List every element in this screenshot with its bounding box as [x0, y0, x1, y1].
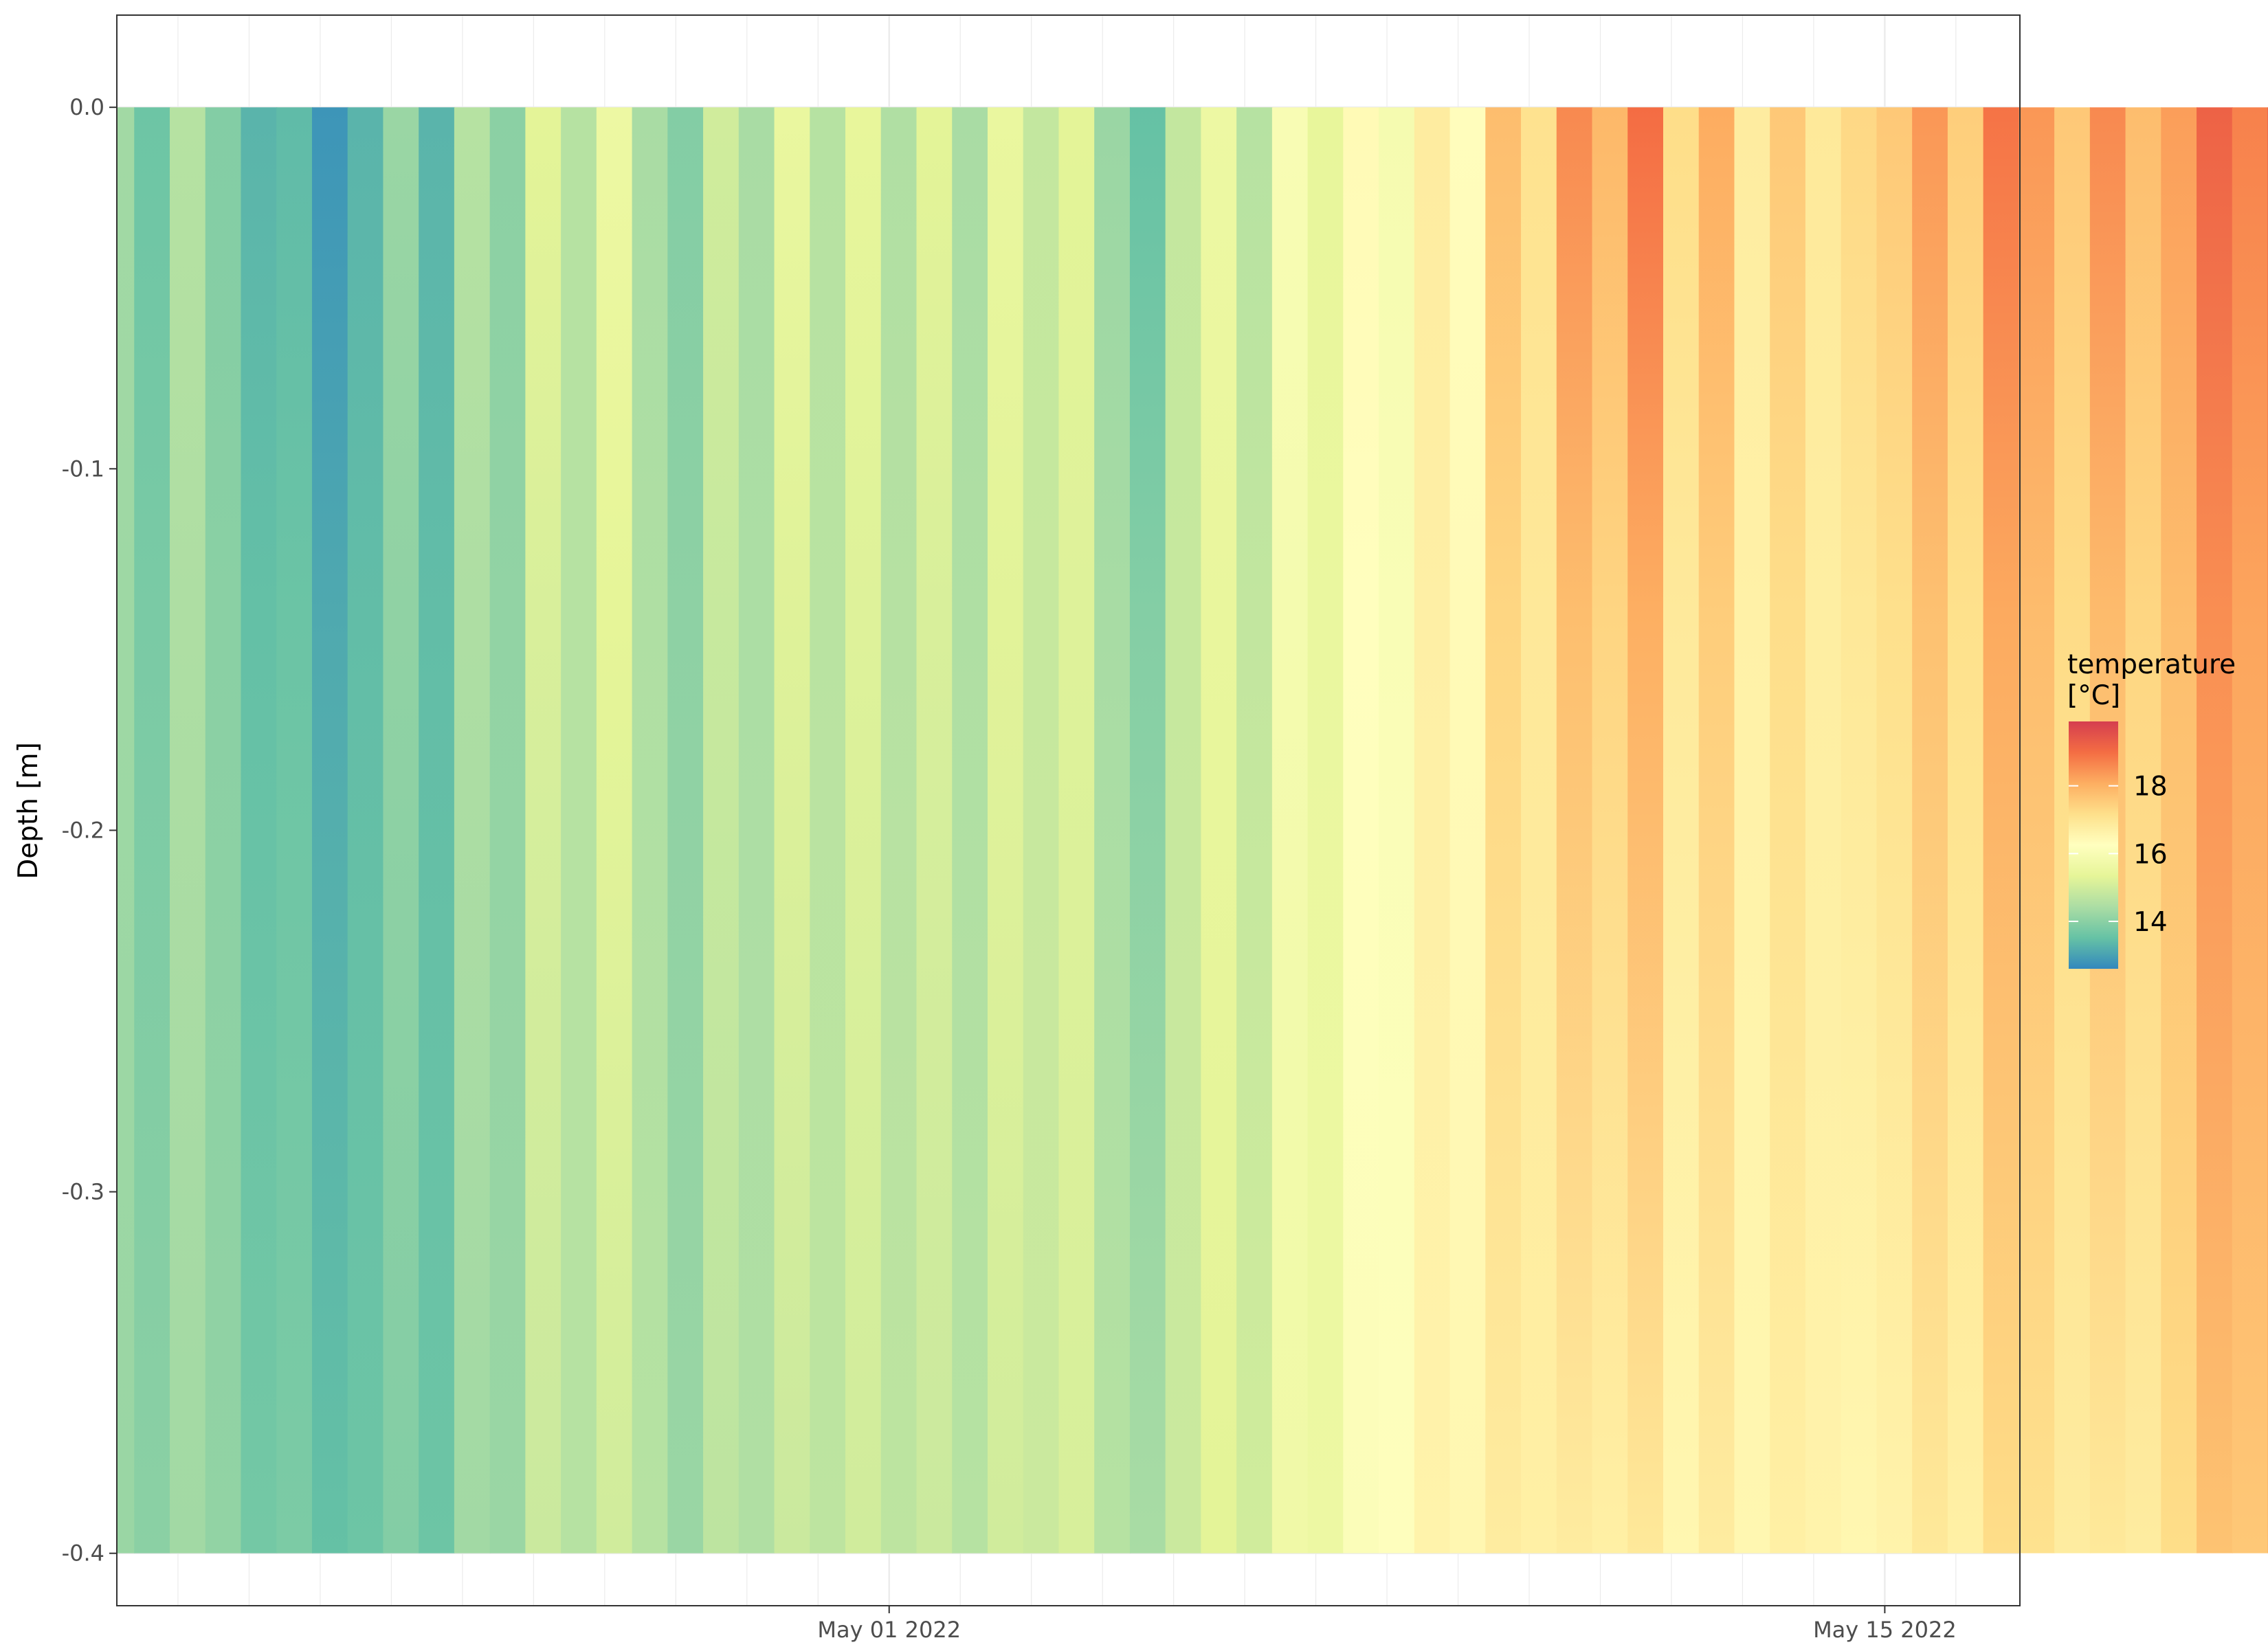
heat-band	[1663, 107, 1700, 1553]
legend-title-line1: temperature	[2067, 649, 2236, 680]
heat-band	[241, 107, 278, 1553]
heat-band	[2019, 107, 2056, 1553]
heat-band	[845, 107, 882, 1553]
heat-band	[2125, 107, 2162, 1553]
heat-band	[2197, 107, 2233, 1553]
heat-band	[1912, 107, 1949, 1553]
heat-band	[1485, 107, 1522, 1553]
heat-band	[952, 107, 989, 1553]
heat-band	[880, 107, 918, 1553]
legend-colorbar	[2069, 721, 2118, 969]
y-tick-label: -0.4	[62, 1540, 104, 1567]
heat-band	[1947, 107, 1984, 1553]
y-tick-label: -0.2	[62, 817, 104, 843]
heat-band	[667, 107, 704, 1553]
heat-band	[1449, 107, 1487, 1553]
heat-band	[347, 107, 384, 1553]
heat-band	[596, 107, 633, 1553]
heat-band	[916, 107, 953, 1553]
heat-band	[134, 107, 171, 1553]
heat-band	[1201, 107, 1238, 1553]
y-tick-label: -0.1	[62, 456, 104, 482]
heat-band	[383, 107, 420, 1553]
heat-band	[1627, 107, 1665, 1553]
heat-band	[632, 107, 669, 1553]
y-tick-label: -0.3	[62, 1179, 104, 1205]
heatmap-layer	[117, 107, 2268, 1553]
legend-ticks: 14 16 18	[2069, 772, 2168, 938]
y-tick-label: 0.0	[69, 94, 104, 120]
heat-band	[2232, 107, 2268, 1553]
x-tick-label: May 01 2022	[817, 1617, 961, 1643]
y-axis-title: Depth [m]	[13, 742, 44, 879]
heat-band	[454, 107, 491, 1553]
heat-band	[1129, 107, 1166, 1553]
heat-band	[1521, 107, 1557, 1553]
legend-tick-label: 16	[2133, 839, 2168, 870]
heat-band	[1343, 107, 1380, 1553]
heat-band	[170, 107, 206, 1553]
heat-band	[1841, 107, 1878, 1553]
heat-band	[774, 107, 811, 1553]
heat-band	[2161, 107, 2198, 1553]
legend: temperature [°C] 14 16 18	[2067, 649, 2236, 969]
heat-band	[489, 107, 526, 1553]
heat-band	[1058, 107, 1096, 1553]
heat-band	[1698, 107, 1735, 1553]
heat-band	[1414, 107, 1451, 1553]
heat-band	[1876, 107, 1913, 1553]
heat-band	[1556, 107, 1593, 1553]
heat-band	[1770, 107, 1807, 1553]
heat-band	[987, 107, 1024, 1553]
heat-band	[205, 107, 242, 1553]
heat-band	[276, 107, 313, 1553]
x-tick-label: May 15 2022	[1813, 1617, 1957, 1643]
legend-title-line2: [°C]	[2067, 680, 2120, 711]
heat-band	[117, 107, 135, 1553]
heat-band	[561, 107, 598, 1553]
heat-band	[1983, 107, 2020, 1553]
heat-band	[1236, 107, 1274, 1553]
heat-band	[1094, 107, 1131, 1553]
heat-band	[1805, 107, 1842, 1553]
heat-band	[738, 107, 775, 1553]
heat-band	[1023, 107, 1060, 1553]
heat-band	[703, 107, 740, 1553]
heat-band	[1165, 107, 1202, 1553]
heat-band	[1592, 107, 1629, 1553]
y-axis: 0.0 -0.1 -0.2 -0.3 -0.4	[62, 94, 117, 1567]
heat-band	[1271, 107, 1309, 1553]
plot-panel-border	[116, 14, 2021, 1606]
heat-band	[1734, 107, 1771, 1553]
heat-band	[810, 107, 847, 1553]
legend-tick-label: 18	[2133, 772, 2168, 803]
heat-band	[419, 107, 456, 1553]
heat-band	[1307, 107, 1344, 1553]
heat-band	[525, 107, 562, 1553]
legend-tick-label: 14	[2133, 907, 2168, 938]
heat-band	[1379, 107, 1416, 1553]
heat-band	[311, 107, 348, 1553]
